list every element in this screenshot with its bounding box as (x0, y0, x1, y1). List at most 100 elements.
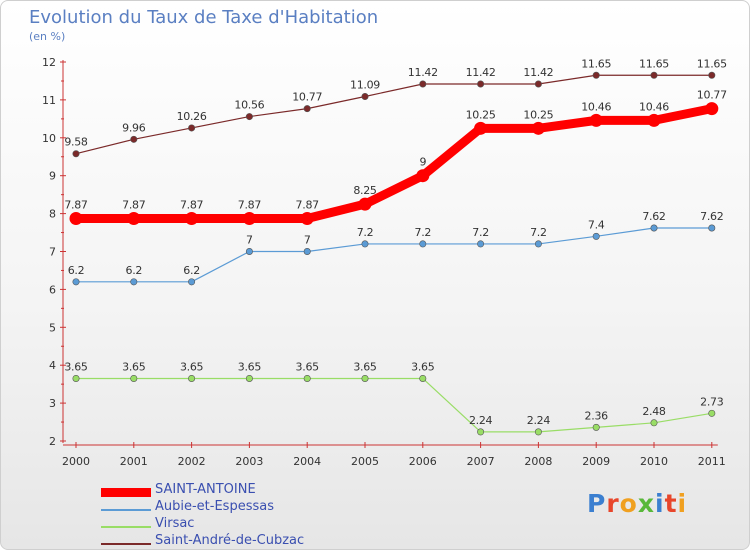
data-point (477, 428, 485, 436)
data-point (477, 240, 485, 248)
data-label: 2.24 (469, 414, 493, 427)
data-point (419, 80, 427, 88)
data-point (303, 374, 311, 382)
data-label: 7.4 (588, 218, 605, 231)
data-label: 2.36 (585, 409, 609, 422)
x-tick-label: 2001 (120, 455, 148, 468)
data-label: 9.96 (122, 121, 146, 134)
x-tick-label: 2006 (409, 455, 437, 468)
data-point (303, 105, 311, 113)
data-label: 10.77 (697, 89, 727, 102)
x-tick-label: 2011 (698, 455, 726, 468)
series-aubie-et-espessas: 6.2 6.2 6.2 7 7 7.2 7.2 7.2 7.2 7.4 7.62 7.62 (68, 210, 724, 286)
x-tick-label: 2009 (582, 455, 610, 468)
data-point (72, 374, 80, 382)
data-label: 2.24 (527, 414, 551, 427)
data-point (416, 169, 430, 183)
data-label: 2.73 (700, 395, 724, 408)
data-label: 3.65 (411, 360, 435, 373)
data-point (647, 113, 661, 127)
data-label: 10.46 (581, 100, 611, 113)
data-label: 11.65 (639, 57, 669, 70)
data-label: 10.77 (292, 91, 322, 104)
data-point (477, 80, 485, 88)
data-label: 3.65 (238, 360, 262, 373)
data-label: 11.42 (408, 66, 438, 79)
data-label: 10.56 (234, 99, 264, 112)
data-label: 3.65 (180, 360, 204, 373)
y-tick-label: 9 (49, 170, 56, 183)
data-label: 10.25 (466, 108, 496, 121)
data-label: 7.87 (122, 199, 146, 212)
data-label: 7.62 (700, 210, 723, 223)
data-label: 3.65 (296, 360, 320, 373)
data-label: 11.65 (581, 57, 611, 70)
data-point (589, 113, 603, 127)
data-label: 7.2 (357, 226, 374, 239)
chart-title: Evolution du Taux de Taxe d'Habitation (29, 7, 379, 28)
legend-item: SAINT-ANTOINE (101, 482, 361, 502)
y-tick-label: 10 (42, 132, 56, 145)
logo-letter: i (677, 489, 688, 518)
data-point (130, 374, 138, 382)
data-point (650, 224, 658, 232)
y-tick-label: 4 (49, 359, 56, 372)
series-virsac: 3.65 3.65 3.65 3.65 3.65 3.65 3.65 2.24 2.24 2.36… (64, 360, 724, 436)
logo-letter: t (664, 489, 678, 518)
y-tick-label: 8 (49, 208, 56, 221)
data-label: 3.65 (353, 360, 377, 373)
chart-subtitle: (en %) (29, 30, 66, 43)
data-label: 10.25 (523, 108, 553, 121)
x-tick-label: 2010 (640, 455, 668, 468)
logo-letter: P (587, 489, 607, 518)
series-line (75, 227, 713, 283)
data-label: 10.46 (639, 100, 669, 113)
data-point (650, 71, 658, 79)
legend-swatch (101, 543, 151, 545)
data-label: 3.65 (64, 360, 88, 373)
x-tick-label: 2003 (235, 455, 263, 468)
data-point (188, 278, 196, 286)
data-label: 2.48 (642, 405, 666, 418)
data-point (127, 212, 141, 226)
proxiti-logo: Proxiti (587, 489, 687, 518)
data-point (592, 232, 600, 240)
data-label: 7.62 (642, 210, 665, 223)
x-tick-label: 2000 (62, 455, 90, 468)
series-saint-antoine: 7.87 7.87 7.87 7.87 7.87 8.25 9 10.25 10.25 10.46… (64, 89, 727, 226)
data-point (650, 419, 658, 427)
x-tick-label: 2005 (351, 455, 379, 468)
legend-swatch (101, 488, 151, 497)
logo-letter: i (655, 489, 665, 518)
data-point (361, 92, 369, 100)
legend-item: Saint-André-de-Cubzac (101, 533, 361, 549)
x-tick-label: 2002 (178, 455, 206, 468)
data-label: 11.42 (466, 66, 496, 79)
y-tick-label: 6 (49, 283, 56, 296)
legend-label: Virsac (155, 516, 195, 531)
logo-letter: o (619, 489, 638, 518)
data-label: 8.25 (353, 184, 377, 197)
legend-label: SAINT-ANTOINE (155, 482, 256, 497)
y-tick-label: 3 (49, 397, 56, 410)
chart-plot-area: 9.58 9.96 10.26 10.56 10.77 11.09 11.42 11.42 11… (64, 57, 727, 436)
legend-swatch (101, 509, 151, 511)
data-label: 10.26 (177, 110, 207, 123)
data-point (534, 240, 542, 248)
data-point (188, 374, 196, 382)
data-point (708, 409, 716, 417)
data-point (72, 150, 80, 158)
legend-label: Aubie-et-Espessas (155, 499, 274, 514)
legend-item: Aubie-et-Espessas (101, 499, 361, 519)
series-saint-andr-de-cubzac: 9.58 9.96 10.26 10.56 10.77 11.09 11.42 11.42 11… (64, 57, 727, 158)
series-line (71, 104, 717, 224)
data-label: 7.87 (64, 199, 88, 212)
legend-item: Virsac (101, 516, 361, 536)
data-label: 9.58 (64, 136, 88, 149)
data-label: 7.87 (296, 199, 320, 212)
logo-letter: x (637, 489, 655, 518)
data-point (474, 121, 488, 135)
data-point (300, 212, 314, 226)
